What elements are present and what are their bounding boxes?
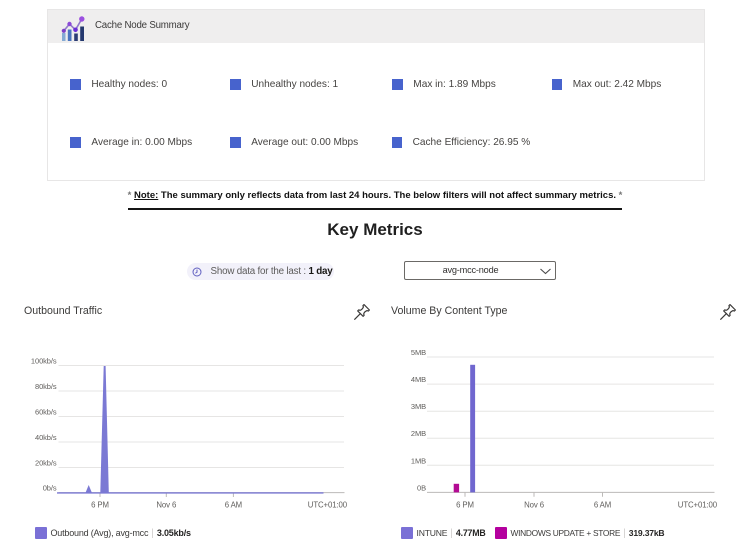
svg-text:Nov 6: Nov 6 xyxy=(524,501,544,510)
svg-text:0B: 0B xyxy=(417,483,426,492)
svg-text:40kb/s: 40kb/s xyxy=(35,433,57,442)
svg-text:6 AM: 6 AM xyxy=(225,501,242,510)
svg-text:20kb/s: 20kb/s xyxy=(35,459,57,468)
svg-text:6 PM: 6 PM xyxy=(456,501,474,510)
svg-text:UTC+01:00: UTC+01:00 xyxy=(308,501,348,510)
svg-text:4MB: 4MB xyxy=(411,375,426,384)
svg-text:2MB: 2MB xyxy=(411,429,426,438)
svg-text:0b/s: 0b/s xyxy=(43,484,57,493)
svg-text:Nov 6: Nov 6 xyxy=(156,501,176,510)
svg-text:60kb/s: 60kb/s xyxy=(35,408,57,417)
svg-text:80kb/s: 80kb/s xyxy=(35,382,57,391)
svg-text:5MB: 5MB xyxy=(411,348,426,357)
svg-text:3MB: 3MB xyxy=(411,402,426,411)
svg-text:UTC+01:00: UTC+01:00 xyxy=(678,501,718,510)
svg-text:100kb/s: 100kb/s xyxy=(31,357,57,366)
svg-text:6 AM: 6 AM xyxy=(594,501,611,510)
svg-text:6 PM: 6 PM xyxy=(91,501,109,510)
svg-text:1MB: 1MB xyxy=(411,456,426,465)
